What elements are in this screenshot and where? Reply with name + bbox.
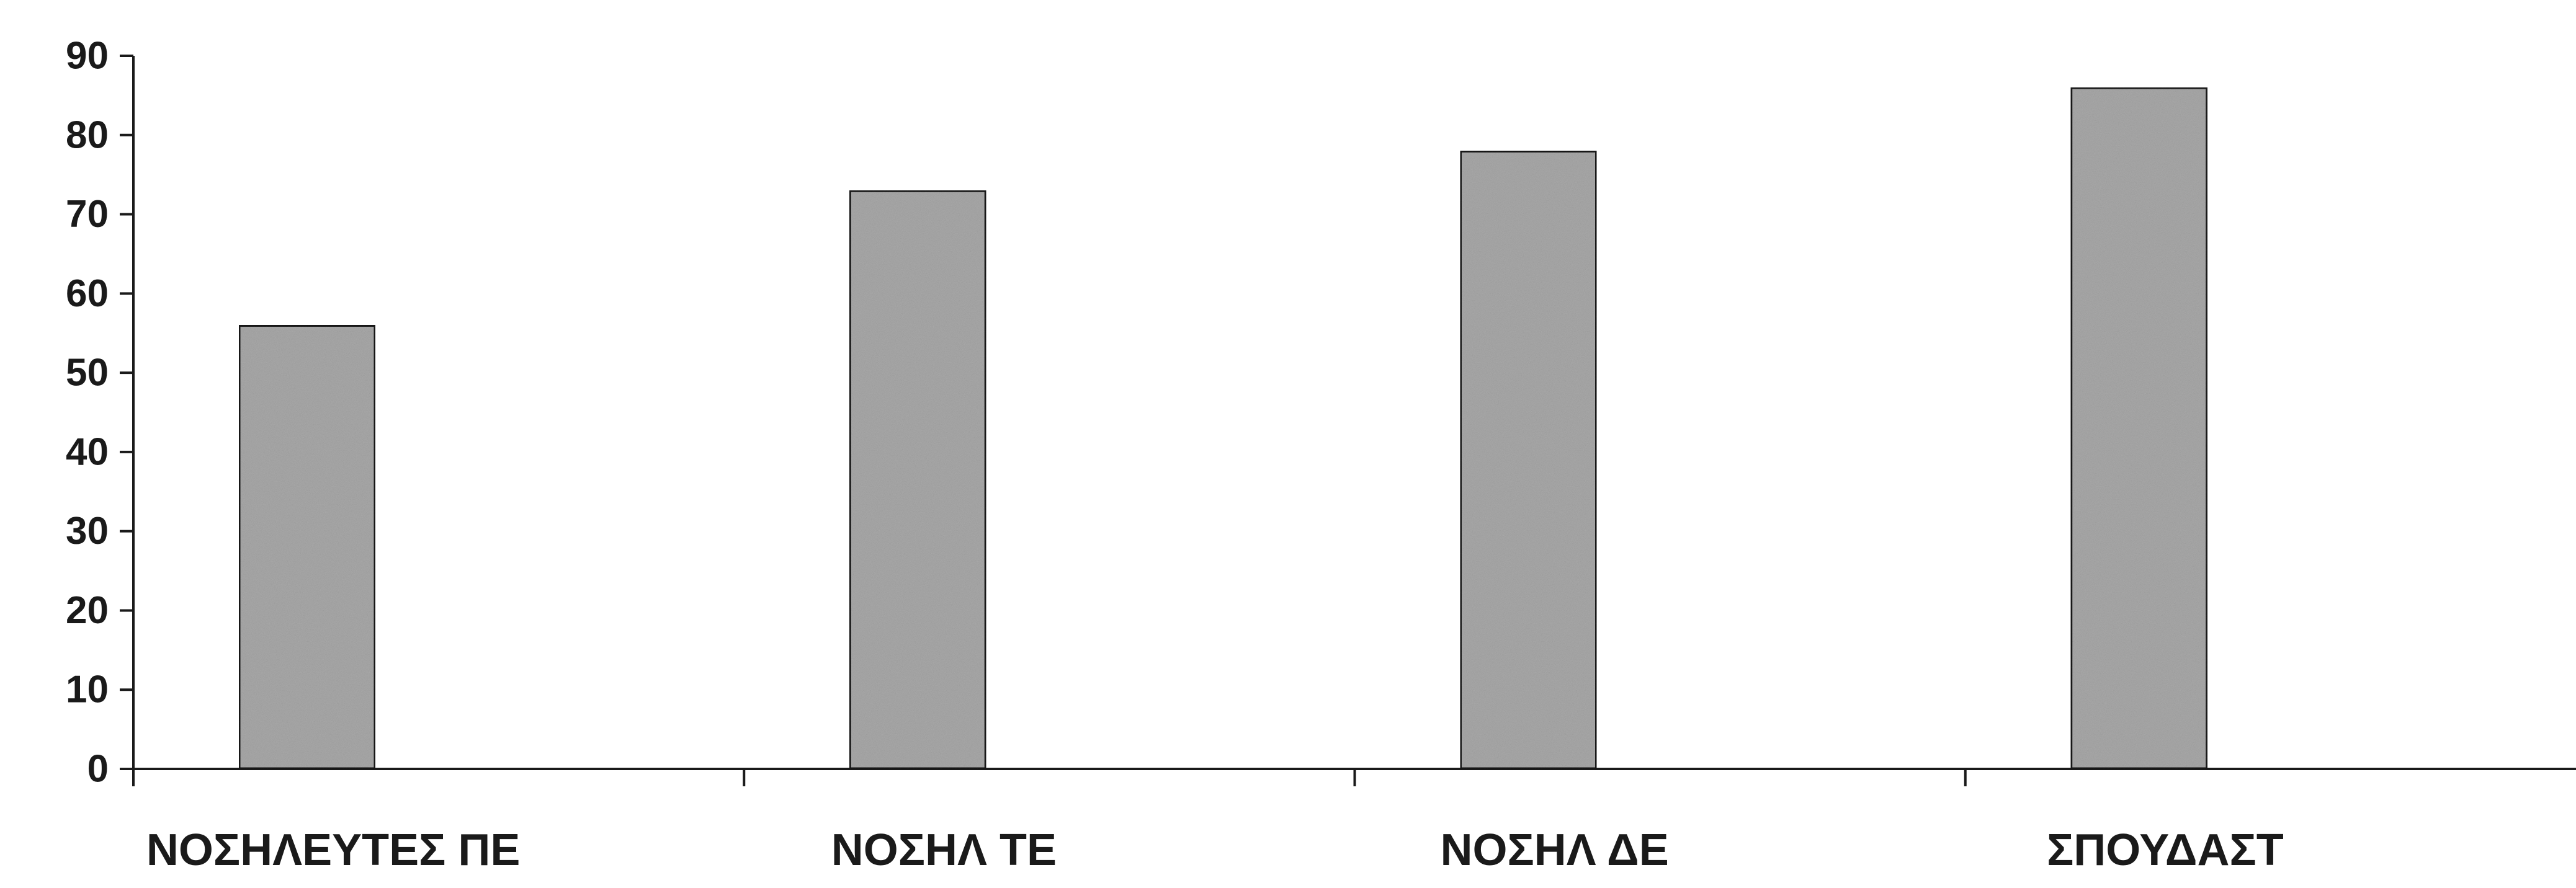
x-tick-labels: ΝΟΣΗΛΕΥΤΕΣ ΠΕ ΝΟΣΗΛ ΤΕ ΝΟΣΗΛ ΔΕ ΣΠΟΥΔΑΣΤ — [146, 825, 2284, 875]
x-tick-label: ΝΟΣΗΛΕΥΤΕΣ ΠΕ — [146, 825, 521, 875]
y-tick-label: 70 — [66, 193, 109, 236]
y-tick-label: 30 — [66, 510, 109, 553]
bars — [237, 86, 2209, 771]
y-tick-label: 10 — [66, 668, 109, 711]
y-axis: 0 10 20 30 40 50 60 70 80 90 — [66, 35, 135, 791]
y-tick-label: 40 — [66, 430, 109, 473]
y-tick-label: 20 — [66, 589, 109, 632]
y-tick-label: 0 — [87, 748, 109, 791]
bar — [2069, 86, 2209, 771]
y-tick-label: 50 — [66, 352, 109, 394]
bar — [847, 189, 988, 771]
x-tick-label: ΝΟΣΗΛ ΔΕ — [1440, 825, 1668, 875]
x-axis — [132, 768, 2576, 786]
bar — [237, 323, 377, 771]
bar — [1459, 149, 1598, 771]
y-tick-label: 60 — [66, 272, 109, 315]
x-tick-label: ΣΠΟΥΔΑΣΤ — [2047, 825, 2284, 875]
x-tick-label: ΝΟΣΗΛ ΤΕ — [831, 825, 1057, 875]
y-tick-label: 90 — [66, 35, 109, 78]
y-tick-label: 80 — [66, 113, 109, 156]
